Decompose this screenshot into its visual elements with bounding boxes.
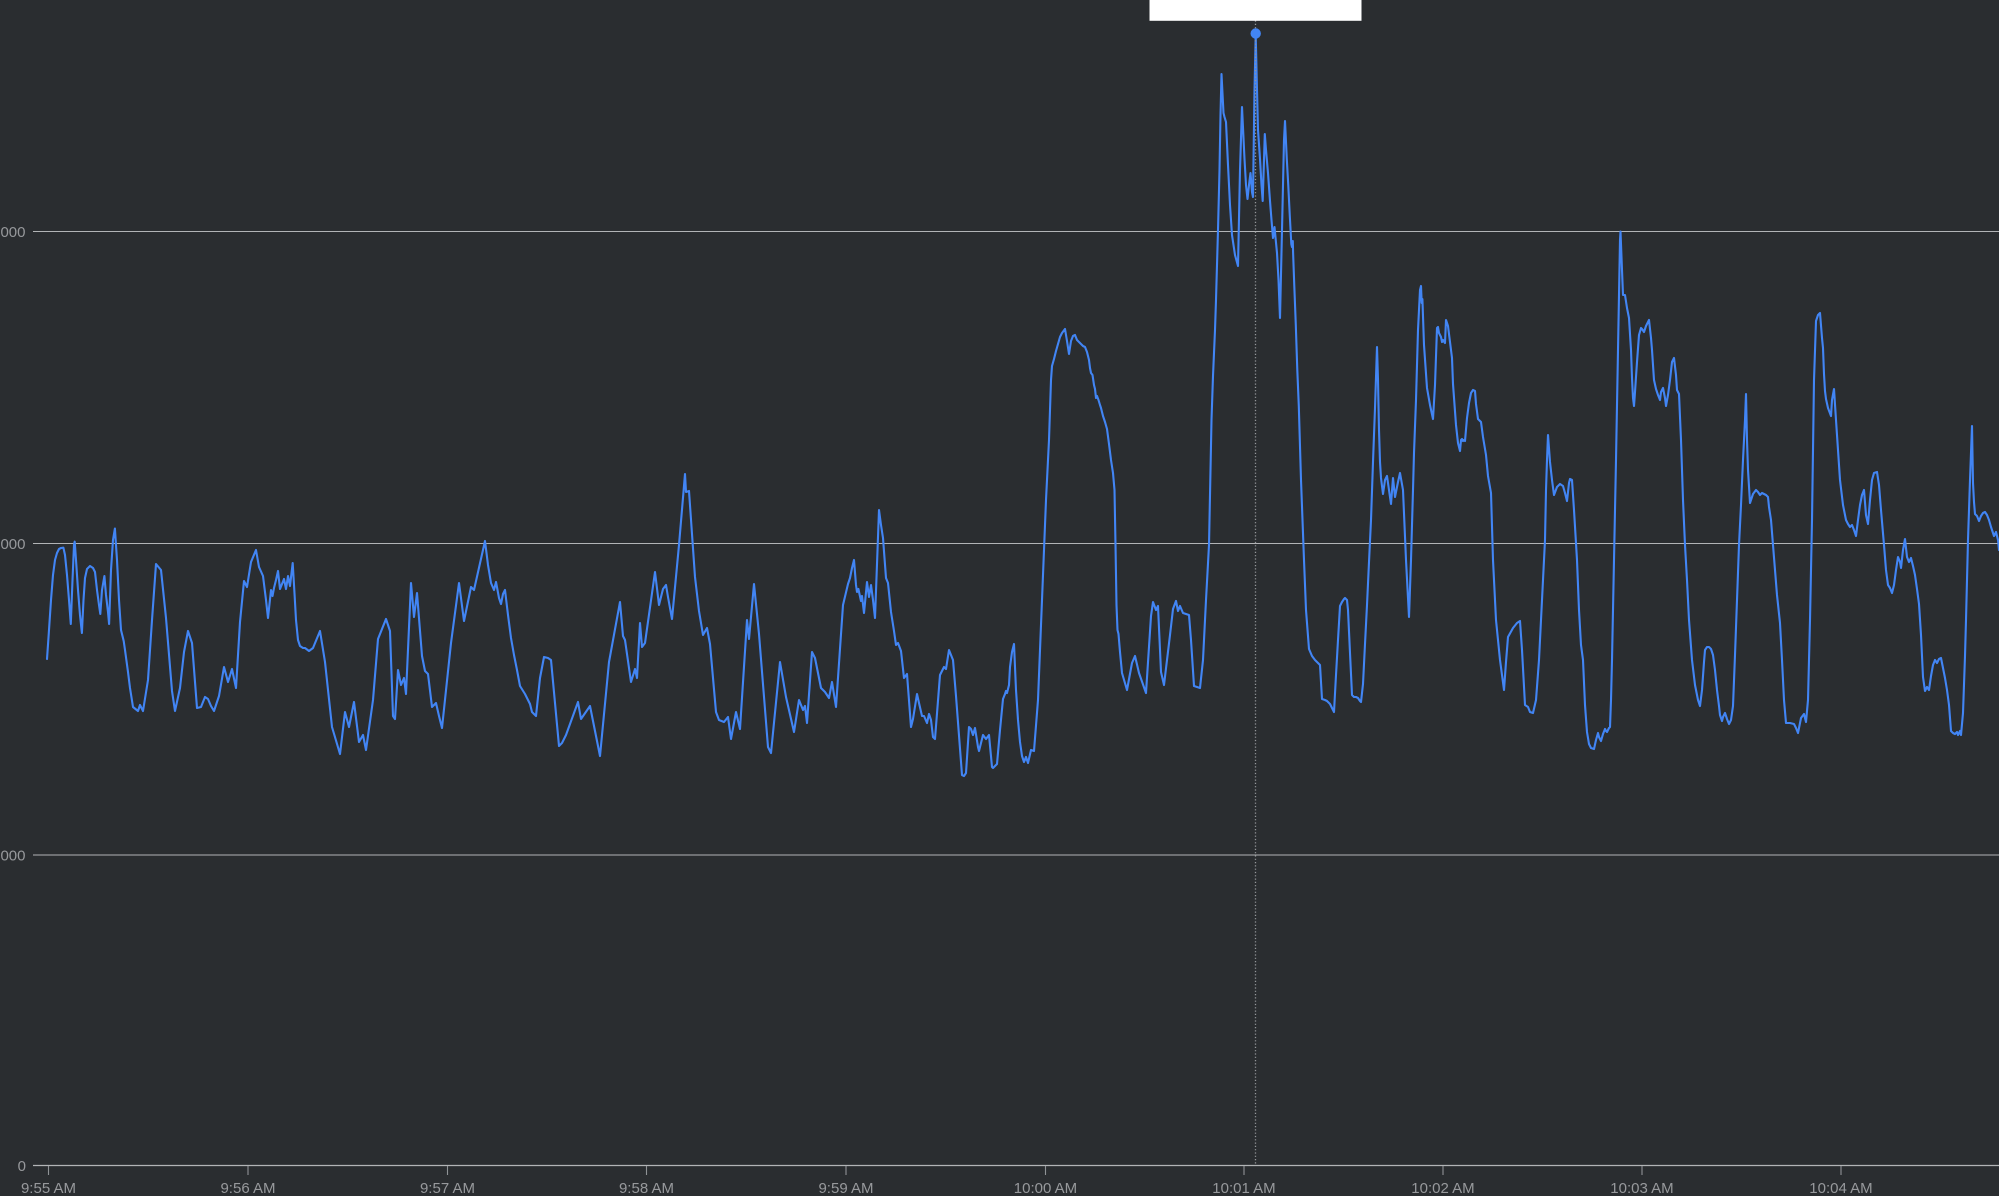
svg-text:10:02 AM: 10:02 AM [1411, 1180, 1474, 1196]
svg-text:10:04 AM: 10:04 AM [1809, 1180, 1872, 1196]
svg-text:9:55 AM: 9:55 AM [21, 1180, 76, 1196]
svg-text:000: 000 [0, 536, 25, 553]
svg-text:000: 000 [0, 848, 25, 865]
svg-text:9:56 AM: 9:56 AM [220, 1180, 275, 1196]
svg-text:10:01 AM: 10:01 AM [1212, 1180, 1275, 1196]
svg-text:000: 000 [0, 224, 25, 241]
svg-text:9:58 AM: 9:58 AM [619, 1180, 674, 1196]
svg-text:9:59 AM: 9:59 AM [818, 1180, 873, 1196]
svg-text:9:57 AM: 9:57 AM [420, 1180, 475, 1196]
svg-text:10:03 AM: 10:03 AM [1610, 1180, 1673, 1196]
svg-text:10:00 AM: 10:00 AM [1014, 1180, 1077, 1196]
svg-text:0: 0 [18, 1158, 26, 1175]
